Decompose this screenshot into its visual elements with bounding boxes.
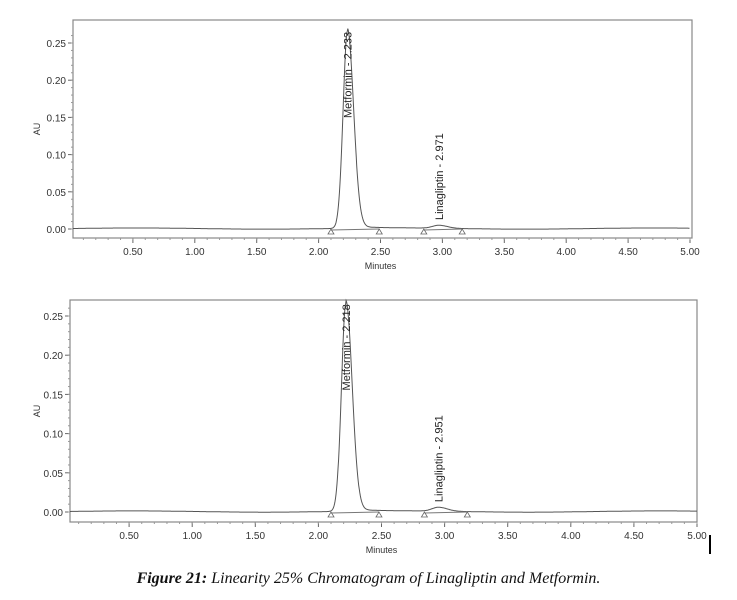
x-tick-label: 5.00	[680, 247, 700, 258]
y-tick-label: 0.20	[47, 76, 67, 87]
y-tick-label: 0.05	[44, 469, 64, 480]
peak-baseline	[423, 228, 463, 231]
integration-marker-icon	[327, 511, 335, 518]
x-tick-label: 2.50	[371, 247, 391, 258]
caption-label: Figure 21:	[136, 570, 208, 587]
x-tick-label: 1.50	[247, 247, 267, 258]
peak-baseline	[424, 511, 468, 514]
y-tick-label: 0.20	[44, 351, 64, 362]
y-axis-label: AU	[32, 405, 42, 418]
y-tick-label: 0.25	[47, 39, 67, 50]
y-tick-label: 0.25	[44, 312, 64, 323]
x-axis-label: Minutes	[366, 545, 398, 555]
integration-marker-icon	[458, 228, 466, 235]
peak-label: Metformin - 2.218	[341, 304, 353, 390]
chromatogram-2: 0.00 0.05 0.10 0.15 0.20 0.25 0.50 1.00 1.50 2.00…	[32, 298, 707, 555]
x-tick-label: 4.50	[618, 247, 638, 258]
chromatogram-1: 0.00 0.05 0.10 0.15 0.20 0.25 0.50 1.00 1.50 2.00…	[32, 19, 700, 271]
x-tick-label: 4.00	[561, 531, 581, 542]
peak-label: Linagliptin - 2.951	[433, 415, 445, 502]
y-tick-label: 0.00	[47, 225, 67, 236]
x-tick-label: 3.50	[498, 531, 518, 542]
plot-frame	[72, 19, 693, 239]
x-tick-label: 1.00	[185, 247, 205, 258]
chromatogram-trace	[70, 298, 697, 513]
peak-baseline	[330, 228, 380, 231]
y-tick-label: 0.10	[47, 151, 67, 162]
integration-marker-icon	[375, 228, 383, 235]
integration-marker-icon	[420, 511, 429, 518]
integration-marker-icon	[327, 228, 335, 235]
x-tick-label: 4.00	[556, 247, 576, 258]
integration-marker-icon	[420, 228, 428, 235]
x-tick-label: 3.00	[433, 247, 453, 258]
chromatogram-trace	[73, 28, 690, 230]
x-tick-label: 1.50	[246, 531, 266, 542]
x-tick-label: 3.00	[435, 531, 455, 542]
x-tick-label: 0.50	[119, 531, 139, 542]
y-tick-label: 0.15	[44, 390, 64, 401]
x-tick-label: 1.00	[182, 531, 202, 542]
peak-baseline	[331, 511, 379, 514]
peak-label: Metformin - 2.233	[342, 32, 354, 118]
x-tick-label: 2.50	[372, 531, 392, 542]
figure-caption: Figure 21: Linearity 25% Chromatogram of…	[0, 570, 737, 588]
y-tick-label: 0.15	[47, 113, 67, 124]
caption-text: Linearity 25% Chromatogram of Linaglipti…	[207, 570, 601, 587]
x-tick-label: 5.00	[687, 531, 707, 542]
x-tick-label: 4.50	[624, 531, 644, 542]
x-tick-label: 0.50	[123, 247, 143, 258]
integration-marker-icon	[463, 511, 472, 518]
plot-frame	[69, 299, 698, 523]
y-axis-label: AU	[32, 123, 42, 136]
x-axis-label: Minutes	[365, 261, 397, 271]
x-tick-label: 3.50	[495, 247, 515, 258]
y-tick-label: 0.00	[44, 508, 64, 519]
text-cursor	[709, 535, 711, 554]
peak-label: Linagliptin - 2.971	[434, 133, 446, 220]
integration-marker-icon	[375, 511, 383, 518]
x-tick-label: 2.00	[309, 531, 329, 542]
y-tick-label: 0.05	[47, 188, 67, 199]
x-tick-label: 2.00	[309, 247, 329, 258]
y-tick-label: 0.10	[44, 430, 64, 441]
